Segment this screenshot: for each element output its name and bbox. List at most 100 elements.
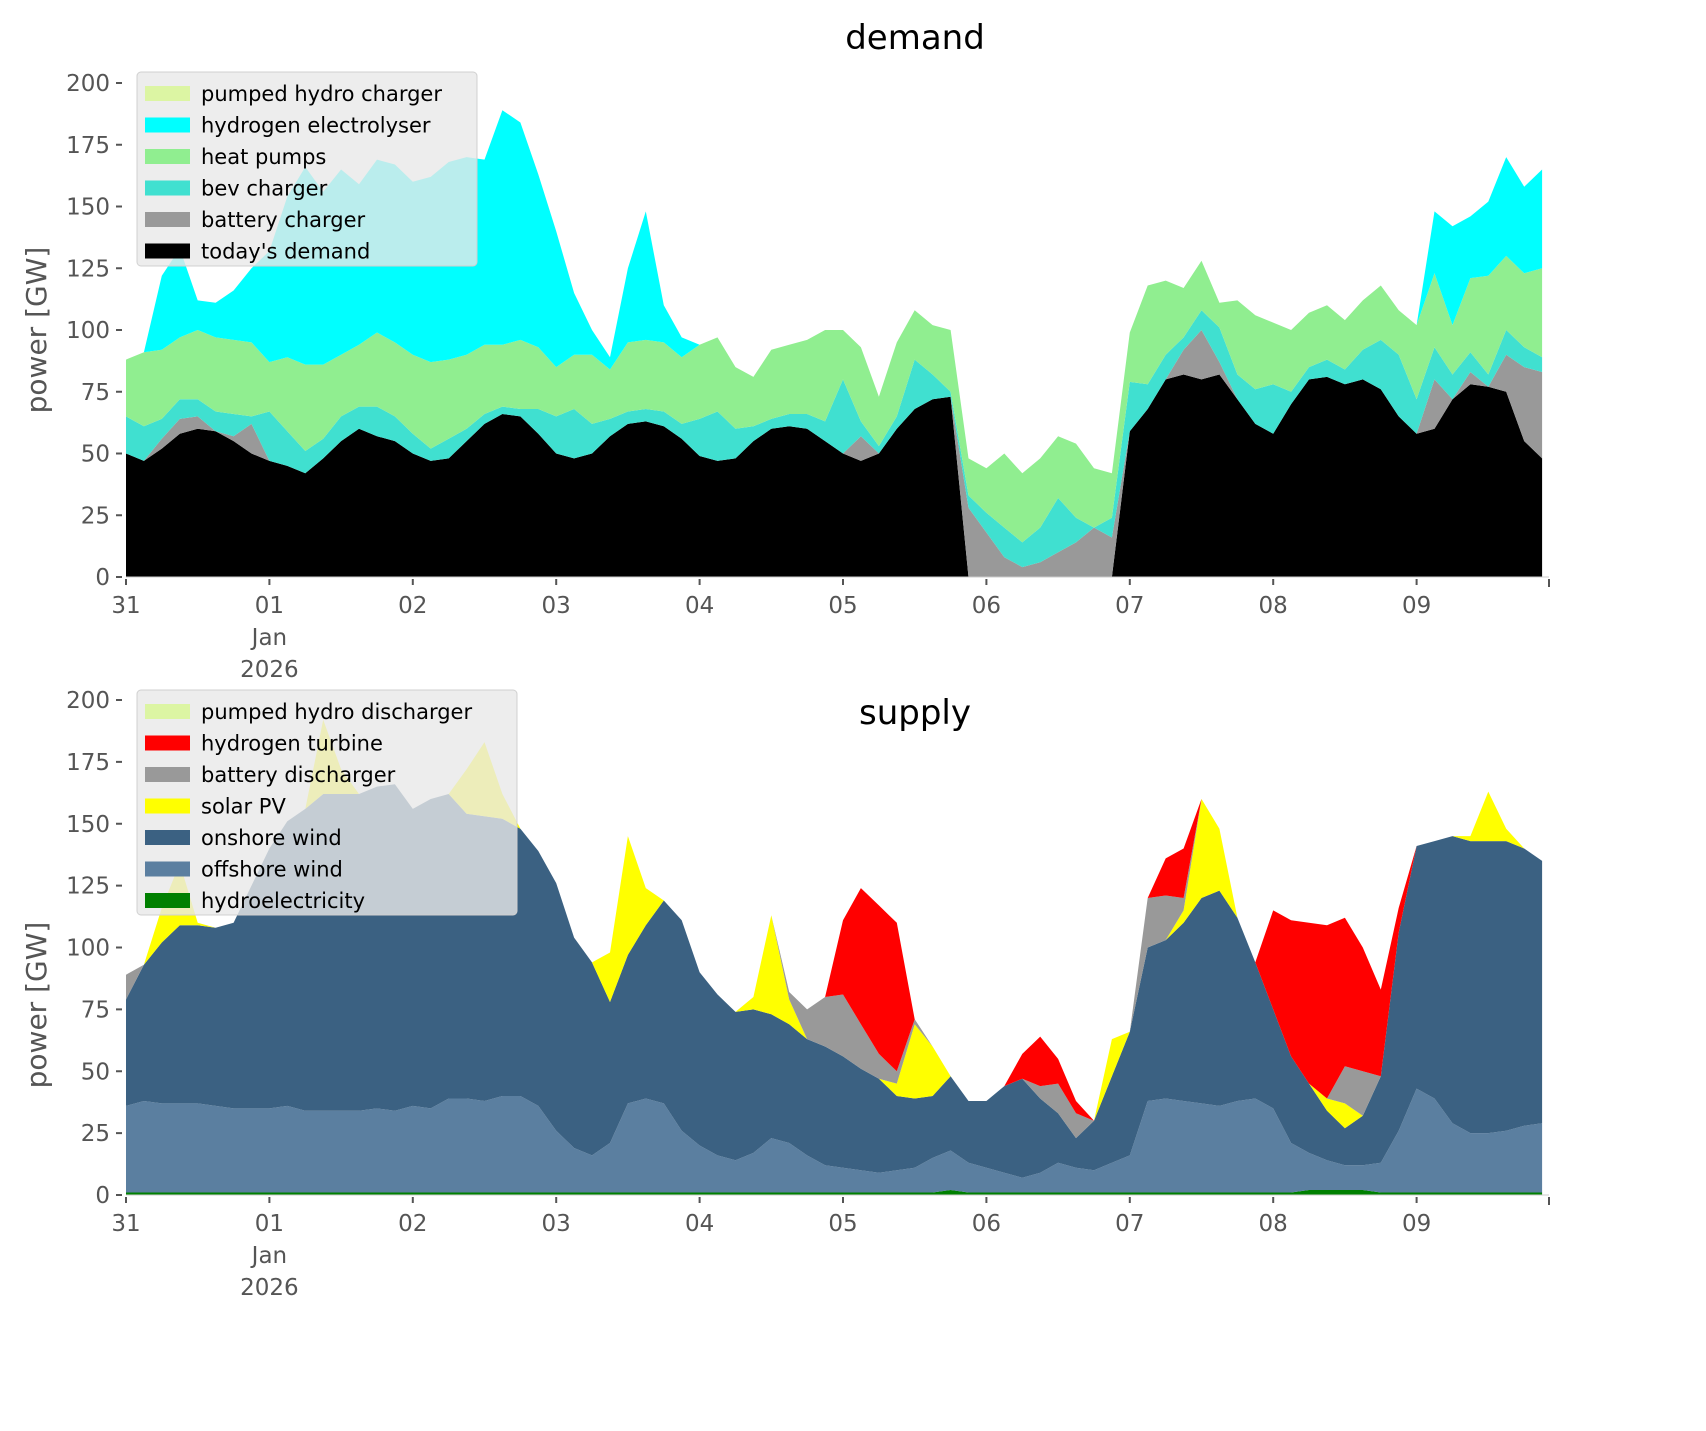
legend-label: today's demand bbox=[201, 240, 370, 264]
x-tick-label: 03 bbox=[542, 593, 571, 619]
area-hydrogen-electrolyser bbox=[126, 110, 1543, 474]
supply-title: supply bbox=[859, 693, 971, 733]
demand-title: demand bbox=[845, 18, 985, 58]
area-bev-charger bbox=[126, 310, 1543, 568]
x-tick-label: 07 bbox=[1115, 593, 1144, 619]
legend-swatch bbox=[145, 180, 190, 196]
legend-label: bev charger bbox=[201, 177, 328, 201]
supply-legend: pumped hydro discharger hydrogen turbine b… bbox=[136, 689, 518, 916]
y-tick-label: 175 bbox=[66, 133, 110, 159]
x-tick-label: 09 bbox=[1402, 1211, 1431, 1237]
legend-item-heat-pumps: heat pumps bbox=[145, 145, 326, 169]
legend-item-offshore-wind: offshore wind bbox=[145, 858, 343, 882]
legend-item-hydrogen-electrolyser: hydrogen electrolyser bbox=[145, 114, 431, 138]
legend-swatch bbox=[145, 767, 190, 782]
supply-y-axis-label: power [GW] bbox=[20, 922, 53, 1089]
x-tick-label: 08 bbox=[1259, 1211, 1288, 1237]
y-tick-label: 125 bbox=[66, 256, 110, 282]
legend-swatch bbox=[145, 830, 190, 845]
legend-label: battery charger bbox=[201, 208, 366, 232]
y-tick-label: 200 bbox=[66, 688, 110, 714]
x-tick-label: 04 bbox=[685, 1211, 714, 1237]
legend-item-onshore-wind: onshore wind bbox=[145, 826, 342, 850]
legend-label: battery discharger bbox=[201, 763, 396, 787]
legend-swatch bbox=[145, 798, 190, 814]
legend-item-pumped-hydro-discharger: pumped hydro discharger bbox=[145, 700, 472, 724]
legend-box bbox=[136, 689, 518, 916]
legend-label: hydroelectricity bbox=[201, 889, 365, 913]
y-tick-label: 25 bbox=[81, 503, 110, 529]
legend-box bbox=[136, 71, 478, 267]
x-tick-label: 03 bbox=[542, 1211, 571, 1237]
demand-areas bbox=[126, 110, 1543, 577]
y-tick-label: 200 bbox=[66, 71, 110, 97]
y-tick-label: 175 bbox=[66, 750, 110, 776]
legend-swatch bbox=[145, 893, 190, 908]
area-heat-pumps bbox=[126, 255, 1543, 543]
legend-label: heat pumps bbox=[201, 145, 326, 169]
x-tick-label: 06 bbox=[972, 593, 1001, 619]
y-tick-label: 150 bbox=[66, 195, 110, 221]
x-tick-label: 31 bbox=[111, 593, 140, 619]
demand-legend: pumped hydro charger hydrogen electrolyse… bbox=[136, 71, 478, 267]
x-tick-sublabel: Jan bbox=[250, 625, 287, 651]
legend-label: offshore wind bbox=[201, 858, 343, 882]
x-tick-label: 02 bbox=[398, 593, 427, 619]
x-tick-label: 09 bbox=[1402, 593, 1431, 619]
x-tick-sublabel: 2026 bbox=[240, 1275, 299, 1301]
y-tick-label: 100 bbox=[66, 318, 110, 344]
y-tick-label: 25 bbox=[81, 1121, 110, 1147]
legend-swatch bbox=[145, 86, 190, 101]
x-tick-label: 01 bbox=[255, 1211, 284, 1237]
legend-swatch bbox=[145, 243, 190, 259]
legend-item-battery-discharger: battery discharger bbox=[145, 763, 396, 787]
legend-item-battery-charger: battery charger bbox=[145, 208, 366, 232]
legend-swatch bbox=[145, 735, 190, 751]
legend-swatch bbox=[145, 117, 190, 133]
y-tick-label: 50 bbox=[81, 442, 110, 468]
y-tick-label: 100 bbox=[66, 936, 110, 962]
area-today-s-demand bbox=[126, 374, 1543, 577]
legend-label: hydrogen turbine bbox=[201, 732, 383, 756]
legend-label: solar PV bbox=[201, 795, 286, 819]
y-tick-label: 50 bbox=[81, 1059, 110, 1085]
legend-swatch bbox=[145, 212, 190, 227]
supply-axes: 0 25 50 75 100 125 150 175 200 31 01 Jan 2026 02 03 04 0… bbox=[66, 688, 1550, 1301]
x-tick-label: 05 bbox=[828, 1211, 857, 1237]
y-tick-label: 75 bbox=[81, 997, 110, 1023]
y-tick-label: 0 bbox=[95, 565, 110, 591]
y-tick-label: 75 bbox=[81, 380, 110, 406]
y-tick-label: 0 bbox=[95, 1183, 110, 1209]
legend-item-today-s-demand: today's demand bbox=[145, 240, 370, 264]
x-tick-label: 02 bbox=[398, 1211, 427, 1237]
legend-swatch bbox=[145, 704, 190, 719]
y-tick-label: 125 bbox=[66, 874, 110, 900]
y-tick-label: 150 bbox=[66, 812, 110, 838]
legend-label: hydrogen electrolyser bbox=[201, 114, 431, 138]
x-tick-label: 05 bbox=[828, 593, 857, 619]
x-tick-sublabel: Jan bbox=[250, 1243, 287, 1269]
demand-panel: demand power [GW] 0 25 50 75 100 125 150 175 200… bbox=[20, 18, 1550, 683]
x-tick-label: 01 bbox=[255, 593, 284, 619]
x-tick-label: 07 bbox=[1115, 1211, 1144, 1237]
x-tick-label: 08 bbox=[1259, 593, 1288, 619]
supply-panel: supply power [GW] 0 25 50 75 100 125 150 175 200… bbox=[20, 688, 1550, 1301]
legend-item-pumped-hydro-charger: pumped hydro charger bbox=[145, 82, 442, 106]
x-tick-label: 31 bbox=[111, 1211, 140, 1237]
demand-axes: 0 25 50 75 100 125 150 175 200 31 01 Jan 2026 02 03 04 0… bbox=[66, 71, 1550, 683]
legend-label: onshore wind bbox=[201, 826, 342, 850]
x-tick-label: 04 bbox=[685, 593, 714, 619]
legend-swatch bbox=[145, 149, 190, 164]
demand-y-axis-label: power [GW] bbox=[20, 247, 53, 414]
area-offshore-wind bbox=[126, 1088, 1543, 1193]
legend-item-solar-pv: solar PV bbox=[145, 795, 286, 819]
legend-item-hydrogen-turbine: hydrogen turbine bbox=[145, 732, 383, 756]
legend-item-hydroelectricity: hydroelectricity bbox=[145, 889, 365, 913]
legend-swatch bbox=[145, 861, 190, 877]
legend-label: pumped hydro charger bbox=[201, 82, 442, 106]
x-tick-label: 06 bbox=[972, 1211, 1001, 1237]
legend-item-bev-charger: bev charger bbox=[145, 177, 328, 201]
legend-label: pumped hydro discharger bbox=[201, 700, 472, 724]
x-tick-sublabel: 2026 bbox=[240, 657, 299, 683]
